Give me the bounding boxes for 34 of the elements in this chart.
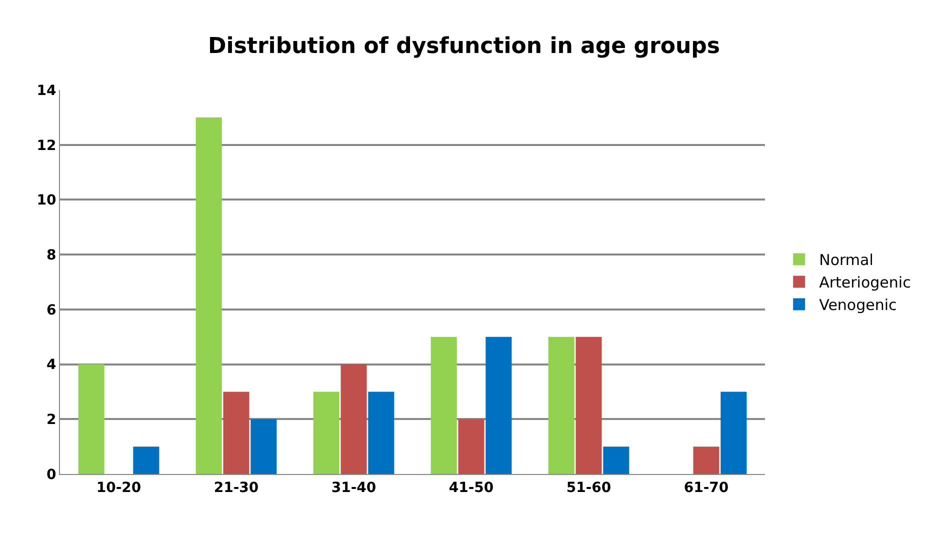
bar xyxy=(78,364,104,474)
bar xyxy=(133,446,160,474)
bar xyxy=(720,392,747,474)
legend-label: Normal xyxy=(819,251,874,270)
bar xyxy=(430,336,457,474)
bar xyxy=(223,392,250,474)
x-tick-label: 61-70 xyxy=(684,480,729,496)
bar xyxy=(340,364,367,474)
chart-title: Distribution of dysfunction in age groups xyxy=(208,34,720,59)
legend-label: Venogenic xyxy=(819,296,897,314)
x-tick-label: 51-60 xyxy=(566,480,612,496)
y-tick-label: 14 xyxy=(36,82,56,99)
bar xyxy=(458,419,484,474)
y-tick-label: 12 xyxy=(36,138,56,154)
bar xyxy=(368,392,394,474)
bar xyxy=(313,392,340,474)
y-tick-label: 8 xyxy=(46,247,56,264)
legend-label: Arteriogenic xyxy=(819,274,911,292)
x-tick-label: 31-40 xyxy=(331,480,376,496)
y-tick-label: 2 xyxy=(46,412,56,428)
bar xyxy=(250,419,277,474)
bar xyxy=(693,446,720,474)
x-tick-label: 41-50 xyxy=(448,480,494,496)
y-tick-label: 4 xyxy=(46,357,56,374)
y-tick-label: 0 xyxy=(46,466,56,483)
bar xyxy=(548,336,574,474)
bar xyxy=(603,446,630,474)
x-tick-label: 21-30 xyxy=(214,480,259,496)
bar xyxy=(486,336,512,474)
bar xyxy=(196,117,222,474)
x-tick-label: 10-20 xyxy=(96,480,142,496)
y-tick-label: 6 xyxy=(46,302,56,318)
bar xyxy=(576,336,602,474)
y-tick-label: 10 xyxy=(36,192,56,209)
